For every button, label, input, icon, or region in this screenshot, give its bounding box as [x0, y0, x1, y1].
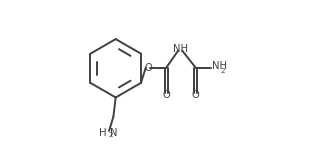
Text: NH: NH: [213, 61, 227, 71]
Text: N: N: [110, 128, 118, 138]
Text: NH: NH: [173, 44, 188, 54]
Text: O: O: [163, 90, 170, 100]
Text: 2: 2: [220, 68, 225, 74]
Text: O: O: [144, 62, 152, 73]
Text: 2: 2: [109, 132, 113, 138]
Text: O: O: [192, 90, 199, 100]
Text: H: H: [99, 128, 107, 138]
